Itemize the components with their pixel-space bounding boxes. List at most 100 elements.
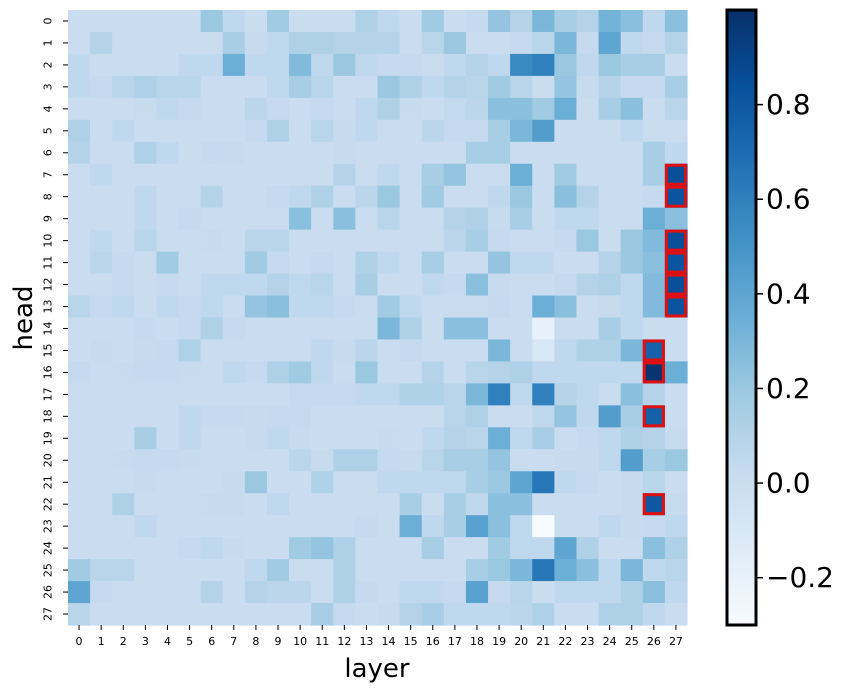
heatmap-cell-h13-l7 [222,295,246,319]
heatmap-cell-h3-l27 [664,75,688,99]
heatmap-cell-h8-l21 [532,185,555,209]
heatmap-cell-h4-l12 [333,97,356,121]
heatmap-cell-h20-l3 [134,449,158,472]
heatmap-cell-h18-l17 [443,405,467,428]
heatmap-cell-h14-l0 [68,317,91,341]
heatmap-cell-h14-l12 [333,317,356,341]
heatmap-cell-h8-l16 [421,185,445,209]
heatmap-cell-h4-l5 [178,97,202,121]
heatmap-cell-h9-l6 [200,207,224,231]
heatmap-cell-h17-l0 [68,383,91,406]
heatmap-cell-h12-l14 [377,273,401,297]
heatmap-cell-h19-l26 [642,427,666,450]
heatmap-cell-h14-l26 [642,317,666,341]
heatmap-cell-h15-l10 [289,339,312,363]
heatmap-cell-h17-l21 [532,383,555,406]
heatmap-cell-h22-l16 [421,493,445,516]
highlight-box-h10-l27 [664,229,688,252]
heatmap-cell-h9-l5 [178,207,202,231]
heatmap-cell-h25-l24 [598,559,622,582]
heatmap-cell-h10-l16 [421,229,445,253]
heatmap-cell-h27-l17 [443,603,467,626]
heatmap-cell-h10-l7 [222,229,246,253]
heatmap-cell-h13-l20 [510,295,533,319]
heatmap-cell-h25-l13 [355,559,379,582]
heatmap-cell-h24-l27 [664,537,688,560]
heatmap-cell-h23-l23 [576,515,600,538]
heatmap-cell-h21-l18 [465,471,489,494]
heatmap-cell-h14-l21 [532,317,555,341]
colorbar-tick-label-3: 0.4 [766,277,811,310]
x-tick-label-7: 7 [230,635,237,648]
heatmap-cell-h0-l0 [68,10,91,33]
heatmap-cell-h20-l19 [488,449,511,472]
heatmap-cell-h10-l2 [112,229,135,253]
heatmap-cell-h23-l13 [355,515,379,538]
heatmap-cell-h25-l15 [399,559,423,582]
heatmap-cell-h20-l23 [576,449,600,472]
heatmap-cell-h11-l12 [333,251,356,275]
y-tick-label-21: 21 [42,475,55,489]
heatmap-cell-h11-l0 [68,251,91,275]
heatmap-cell-h9-l18 [465,207,489,231]
heatmap-cell-h6-l9 [266,141,290,165]
heatmap-cell-h3-l3 [134,75,158,99]
heatmap-cell-h4-l27 [664,97,688,121]
heatmap-cell-h14-l19 [488,317,511,341]
heatmap-cell-h26-l27 [664,581,688,604]
heatmap-cell-h9-l26 [642,207,666,231]
heatmap-cell-h2-l23 [576,53,600,77]
heatmap-cell-h17-l11 [311,383,334,406]
heatmap-cell-h12-l25 [620,273,644,297]
heatmap-cell-h26-l6 [200,581,224,604]
heatmap-cell-h24-l17 [443,537,467,560]
heatmap-cell-h5-l0 [68,119,91,143]
heatmap-cell-h7-l18 [465,163,489,187]
heatmap-cell-h16-l0 [68,361,91,384]
heatmap-cell-h26-l10 [289,581,312,604]
heatmap-cell-h13-l25 [620,295,644,319]
heatmap-cell-h12-l27 [664,273,688,297]
heatmap-cell-h7-l19 [488,163,511,187]
heatmap-cell-h13-l15 [399,295,423,319]
heatmap-cell-h15-l21 [532,339,555,363]
heatmap-cell-h10-l8 [244,229,268,253]
heatmap-cell-h26-l22 [554,581,578,604]
heatmap-cell-h0-l3 [134,10,158,33]
heatmap-cell-h19-l6 [200,427,224,450]
heatmap-cell-h22-l17 [443,493,467,516]
heatmap-cell-h15-l6 [200,339,224,363]
heatmap-cell-h20-l6 [200,449,224,472]
heatmap-cell-h21-l7 [222,471,246,494]
heatmap-cell-h25-l26 [642,559,666,582]
heatmap-cell-h25-l27 [664,559,688,582]
heatmap-cell-h9-l4 [156,207,180,231]
heatmap-cell-h24-l6 [200,537,224,560]
heatmap-cell-h21-l14 [377,471,401,494]
heatmap-cell-h25-l7 [222,559,246,582]
heatmap-cell-h13-l11 [311,295,334,319]
heatmap-cell-h12-l7 [222,273,246,297]
heatmap-cell-h23-l7 [222,515,246,538]
heatmap-cell-h21-l2 [112,471,135,494]
heatmap-cell-h18-l5 [178,405,202,428]
heatmap-cell-h20-l25 [620,449,644,472]
heatmap-cell-h21-l25 [620,471,644,494]
heatmap-cell-h1-l19 [488,31,511,55]
heatmap-cell-h25-l9 [266,559,290,582]
heatmap-cell-h16-l19 [488,361,511,384]
heatmap-cell-h23-l15 [399,515,423,538]
heatmap-cell-h1-l15 [399,31,423,55]
heatmap-cell-h5-l5 [178,119,202,143]
heatmap-cell-h13-l14 [377,295,401,319]
heatmap-cell-h2-l16 [421,53,445,77]
heatmap-cell-h13-l27 [664,295,688,319]
heatmap-cell-h7-l2 [112,163,135,187]
heatmap-cell-h4-l2 [112,97,135,121]
x-tick-label-25: 25 [625,635,639,648]
heatmap-cell-h21-l10 [289,471,312,494]
heatmap-cell-h6-l26 [642,141,666,165]
heatmap-cell-h19-l25 [620,427,644,450]
heatmap-cell-h27-l1 [90,603,113,626]
heatmap-cell-h26-l15 [399,581,423,604]
